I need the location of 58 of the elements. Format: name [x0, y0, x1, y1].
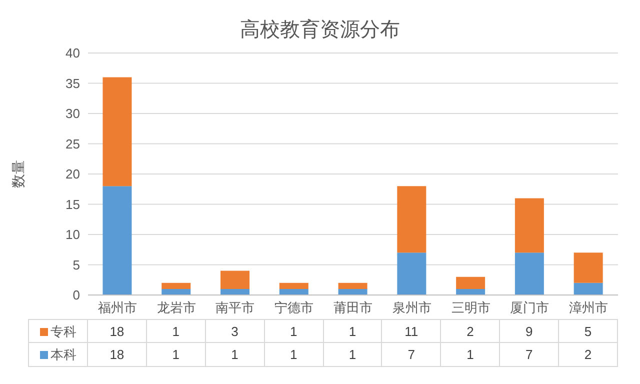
legend-label: 本科 — [50, 346, 76, 364]
bar — [338, 288, 368, 295]
y-tick-label: 15 — [66, 196, 80, 212]
y-tick-label: 20 — [66, 166, 80, 182]
bar — [162, 282, 191, 289]
data-label: 18 — [88, 343, 147, 366]
bar — [514, 198, 544, 253]
bar — [456, 276, 486, 289]
x-tick-label: 福州市 — [98, 300, 137, 316]
x-tick-label: 南平市 — [216, 300, 255, 316]
y-tick-label: 10 — [66, 227, 80, 242]
x-tick-label: 漳州市 — [569, 300, 608, 316]
bar — [102, 77, 132, 186]
bar — [162, 288, 191, 295]
bar — [397, 186, 426, 253]
data-label: 11 — [382, 320, 442, 343]
y-tick-label: 5 — [72, 257, 80, 272]
data-label: 9 — [500, 320, 560, 343]
data-label: 1 — [146, 343, 206, 366]
data-label: 1 — [324, 343, 382, 366]
data-label: 5 — [559, 320, 618, 343]
bar — [279, 282, 308, 289]
y-tick-label: 35 — [66, 76, 80, 91]
bar — [338, 282, 368, 289]
data-label: 1 — [264, 343, 324, 366]
x-tick-label: 三明市 — [451, 300, 490, 316]
bar — [574, 252, 603, 283]
y-tick-label: 40 — [66, 46, 80, 61]
bar — [397, 252, 426, 295]
y-tick-label: 30 — [66, 106, 80, 122]
bar — [279, 288, 308, 295]
bar — [220, 288, 250, 295]
y-axis-title: 数量 — [10, 160, 26, 188]
data-label: 1 — [264, 320, 324, 343]
x-tick-label: 泉州市 — [392, 300, 432, 316]
data-label: 7 — [382, 343, 442, 366]
data-label: 1 — [324, 320, 382, 343]
x-tick-label: 龙岩市 — [156, 300, 196, 316]
data-label: 2 — [559, 343, 618, 366]
data-label: 18 — [88, 320, 147, 343]
data-label: 1 — [146, 320, 206, 343]
x-tick-label: 厦门市 — [510, 300, 550, 316]
bar — [456, 288, 486, 295]
bar — [220, 270, 250, 289]
data-label: 1 — [206, 343, 265, 366]
data-label: 3 — [206, 320, 265, 343]
data-label: 2 — [441, 320, 500, 343]
x-tick-label: 莆田市 — [334, 300, 372, 316]
x-tick-label: 宁德市 — [274, 300, 314, 316]
data-label: 7 — [500, 343, 560, 366]
data-label: 1 — [441, 343, 500, 366]
y-tick-label: 0 — [72, 288, 80, 303]
legend-label: 专科 — [50, 322, 76, 340]
y-tick-label: 25 — [66, 136, 80, 152]
bar — [102, 186, 132, 295]
bar — [574, 282, 603, 295]
chart-title: 高校教育资源分布 — [239, 18, 401, 43]
bar — [514, 252, 544, 295]
